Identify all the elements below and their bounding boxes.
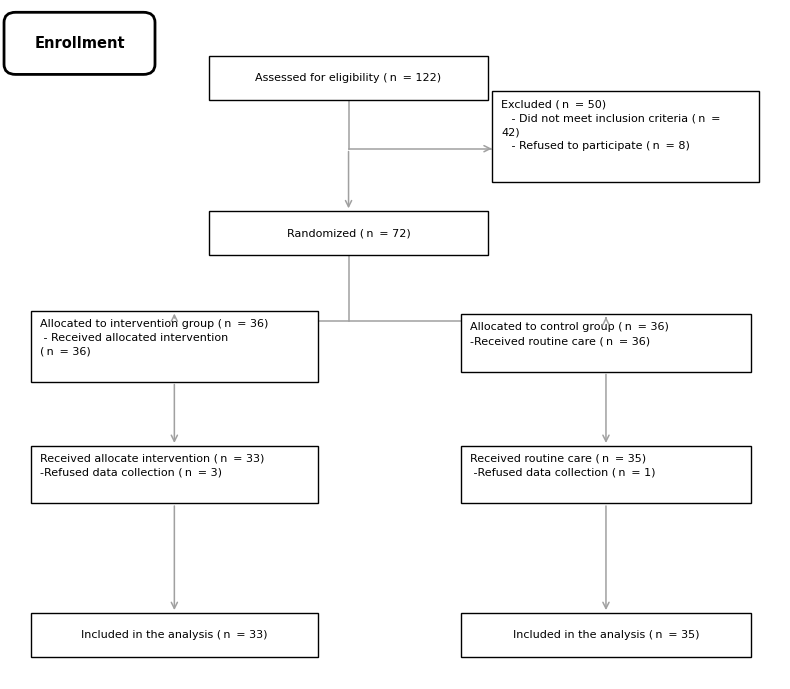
Text: Allocated to control group ( n  = 36)
-Received routine care ( n  = 36): Allocated to control group ( n = 36) -Re… <box>470 322 669 346</box>
Text: Allocated to intervention group ( n  = 36)
 - Received allocated intervention
( : Allocated to intervention group ( n = 36… <box>40 319 269 357</box>
Text: Excluded ( n  = 50)
   - Did not meet inclusion criteria ( n  =
42)
   - Refused: Excluded ( n = 50) - Did not meet inclus… <box>501 99 720 152</box>
FancyBboxPatch shape <box>461 613 751 657</box>
FancyBboxPatch shape <box>461 314 751 371</box>
Text: Received allocate intervention ( n  = 33)
-Refused data collection ( n  = 3): Received allocate intervention ( n = 33)… <box>40 454 265 478</box>
FancyBboxPatch shape <box>461 446 751 503</box>
Text: Assessed for eligibility ( n  = 122): Assessed for eligibility ( n = 122) <box>255 73 442 83</box>
Text: Enrollment: Enrollment <box>34 36 125 51</box>
Text: Included in the analysis ( n  = 35): Included in the analysis ( n = 35) <box>513 630 699 640</box>
FancyBboxPatch shape <box>209 211 488 255</box>
FancyBboxPatch shape <box>31 311 318 382</box>
FancyBboxPatch shape <box>491 92 759 183</box>
FancyBboxPatch shape <box>31 613 318 657</box>
FancyBboxPatch shape <box>209 56 488 100</box>
FancyBboxPatch shape <box>31 446 318 503</box>
FancyBboxPatch shape <box>4 12 155 74</box>
Text: Received routine care ( n  = 35)
 -Refused data collection ( n  = 1): Received routine care ( n = 35) -Refused… <box>470 454 656 478</box>
Text: Randomized ( n  = 72): Randomized ( n = 72) <box>287 228 411 238</box>
Text: Included in the analysis ( n  = 33): Included in the analysis ( n = 33) <box>81 630 268 640</box>
